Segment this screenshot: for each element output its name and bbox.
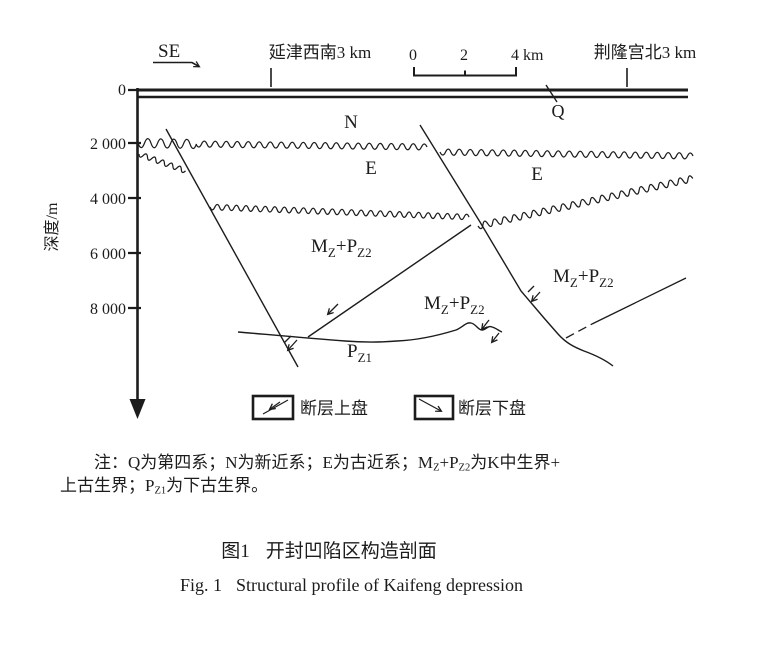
legend-hanging-wall-line xyxy=(262,399,289,415)
minor-fault-arrow-lower-icon xyxy=(492,332,500,342)
caption-en-title: Structural profile of Kaifeng depression xyxy=(236,575,523,595)
unconformity-e-pinchout-left xyxy=(138,153,186,174)
ground-surface: Q xyxy=(138,84,688,121)
label-quaternary: Q xyxy=(552,101,565,121)
fault-1-tick xyxy=(283,335,292,344)
scale-tick-2: 2 xyxy=(460,47,468,64)
caption-en-label: Fig. 1 xyxy=(180,575,223,595)
figure-note: 注：Q为第四系；N为新近系；E为古近系；MZ+PZ2为K中生界+ 上古生界；PZ… xyxy=(60,451,740,497)
legend-box-foot-wall xyxy=(413,394,455,421)
legend-hanging-wall-arrow-icon xyxy=(270,401,281,409)
caption-zh: 图1 开封凹陷区构造剖面 xyxy=(0,536,658,563)
fault-3 xyxy=(419,124,614,367)
profile-header: SE 延津西南3 km 0 2 4 km 荆隆宫北3 km xyxy=(153,41,696,87)
scale-tick-4: 4 xyxy=(511,47,519,64)
legend-foot-wall-arrow-icon xyxy=(418,398,441,411)
legend-label-foot-wall: 断层下盘 xyxy=(458,399,526,418)
label-mz-pz2-left: MZ+PZ2 xyxy=(311,236,372,260)
depth-axis-arrow-icon xyxy=(129,399,146,419)
inferred-boundary-solid xyxy=(591,277,687,325)
fault-movement-marks xyxy=(283,285,541,350)
fault-2 xyxy=(307,224,472,338)
unconformity-n-e-left xyxy=(195,140,428,151)
depth-axis-title: 深度/m xyxy=(43,202,61,251)
label-paleogene-right: E xyxy=(531,164,543,185)
quaternary-leader-line xyxy=(545,84,558,103)
caption-en: Fig. 1 Structural profile of Kaifeng depr… xyxy=(0,575,703,596)
fault-1 xyxy=(165,128,299,368)
axis-tick-label-8000: 8 000 xyxy=(90,301,126,318)
figure-legend: 断层上盘 断层下盘 xyxy=(251,394,526,421)
fault-2-hanging-wall-arrow-icon xyxy=(328,303,339,314)
unconformity-n-e-left-jagged xyxy=(137,138,198,150)
se-direction-label: SE xyxy=(158,41,180,62)
axis-tick-label-2000: 2 000 xyxy=(90,136,126,153)
caption-zh-title: 开封凹陷区构造剖面 xyxy=(265,541,437,562)
unconformity-boundaries xyxy=(137,138,694,230)
inferred-boundary-dashed xyxy=(565,323,593,339)
label-mz-pz2-middle: MZ+PZ2 xyxy=(424,293,485,317)
strata-labels: N E E MZ+PZ2 MZ+PZ2 MZ+PZ2 PZ1 xyxy=(311,112,614,365)
location-label-left: 延津西南3 km xyxy=(269,43,371,62)
se-arrow-icon xyxy=(153,63,199,67)
fault-3-hanging-wall-arrow-icon xyxy=(532,291,541,301)
label-paleogene-left: E xyxy=(365,158,377,179)
fault-lines xyxy=(165,124,687,368)
figure-note-line2: 上古生界；PZ1为下古生界。 xyxy=(60,476,269,497)
unconformity-n-e-right xyxy=(439,148,694,160)
unconformity-e-mz-right xyxy=(477,175,694,230)
figure-note-line1: 注：Q为第四系；N为新近系；E为古近系；MZ+PZ2为K中生界+ xyxy=(94,453,561,474)
depth-axis: 0 2 000 4 000 6 000 8 000 深度/m xyxy=(43,82,146,419)
label-pz1: PZ1 xyxy=(347,341,372,365)
depth-axis-ticks xyxy=(128,88,141,310)
fault-1-hanging-wall-arrow-icon xyxy=(288,339,298,350)
scale-unit: km xyxy=(523,47,544,64)
label-neogene: N xyxy=(344,112,358,133)
unconformity-e-mz-left xyxy=(209,203,470,221)
label-mz-pz2-right: MZ+PZ2 xyxy=(553,266,614,290)
axis-tick-label-6000: 6 000 xyxy=(90,246,126,263)
caption-zh-label: 图1 xyxy=(221,541,250,562)
fault-3-tick xyxy=(527,285,535,293)
axis-tick-label-0: 0 xyxy=(118,82,126,99)
legend-box-hanging-wall xyxy=(251,394,295,421)
axis-tick-label-4000: 4 000 xyxy=(90,191,126,208)
structural-profile-figure: SE 延津西南3 km 0 2 4 km 荆隆宫北3 km 0 2 000 4 … xyxy=(43,41,696,421)
pz1-top-boundary xyxy=(237,322,503,343)
legend-label-hanging-wall: 断层上盘 xyxy=(300,399,368,418)
minor-fault-arrow-upper-icon xyxy=(482,319,490,329)
scale-tick-0: 0 xyxy=(409,47,417,64)
scale-bar xyxy=(413,67,517,77)
location-label-right: 荆隆宫北3 km xyxy=(594,43,696,62)
